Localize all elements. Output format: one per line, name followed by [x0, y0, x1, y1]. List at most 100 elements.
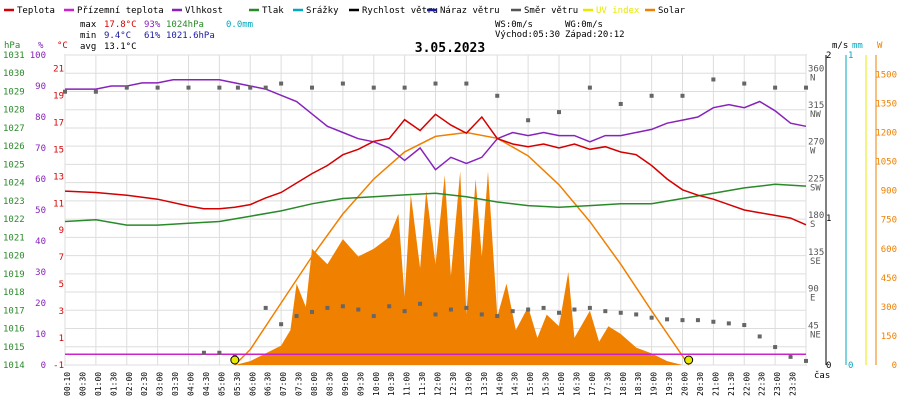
wind-dir-point: [649, 315, 654, 320]
w-tick: 0: [892, 361, 897, 371]
c-tick: 7: [59, 253, 64, 263]
sunset-time: Západ:20:12: [565, 30, 625, 40]
legend-label: Přízemní teplota: [77, 6, 164, 16]
legend-label: Rychlost větru: [362, 6, 438, 16]
pct-tick: 30: [35, 268, 46, 278]
wind-dir-point: [711, 319, 716, 324]
wind-dir-point: [572, 307, 577, 312]
wind-dir-point: [433, 81, 438, 86]
wind-dir-point: [371, 314, 376, 319]
pct-tick: 100: [30, 51, 46, 61]
c-tick: 11: [53, 199, 64, 209]
wind-dir-point: [495, 93, 500, 98]
legend-label: Solar: [658, 6, 686, 16]
x-tick: 20:00: [681, 372, 690, 396]
wind-dir-point: [124, 85, 129, 90]
x-tick: 14:00: [495, 372, 504, 396]
dir-label: NW: [810, 110, 821, 120]
pct-tick: 40: [35, 237, 46, 247]
wind-dir-point: [526, 118, 531, 123]
dir-tick: 90: [808, 285, 819, 295]
x-tick: 09:30: [356, 372, 365, 396]
x-tick: 11:30: [418, 372, 427, 396]
wind-dir-point: [248, 85, 253, 90]
x-tick: 21:30: [727, 372, 736, 396]
wind-dir-point: [186, 85, 191, 90]
hpa-tick: 1021: [3, 233, 25, 243]
wind-ws: WS:0m/s: [495, 20, 533, 30]
c-tick: 17: [53, 118, 64, 128]
hpa-tick: 1030: [3, 69, 25, 79]
wind-dir-point: [526, 307, 531, 312]
wind-dir-point: [541, 305, 546, 310]
x-tick: 03:00: [156, 372, 165, 396]
pressure-line: [64, 183, 807, 226]
x-tick: 19:30: [665, 372, 674, 396]
wind-dir-point: [788, 354, 793, 359]
ms-tick: 1: [826, 214, 831, 224]
x-tick: 21:00: [711, 372, 720, 396]
wind-dir-point: [804, 85, 808, 90]
w-tick: 300: [881, 303, 897, 313]
hpa-tick: 1015: [3, 343, 25, 353]
wind-dir-point: [340, 304, 345, 309]
wind-dir-point: [618, 310, 623, 315]
hpa-tick: 1016: [3, 325, 25, 335]
x-tick: 02:30: [140, 372, 149, 396]
wind-dir-point: [773, 85, 778, 90]
wind-dir-point: [680, 93, 685, 98]
dir-label: W: [810, 147, 816, 157]
mm-tick: 0: [848, 361, 853, 371]
x-tick: 16:00: [557, 372, 566, 396]
stat-min-hum: 61%: [144, 31, 161, 41]
legend-label: Náraz větru: [440, 6, 500, 16]
wind-dir-point: [155, 85, 160, 90]
x-tick: 09:00: [341, 372, 350, 396]
stat-min-label: min: [80, 31, 96, 41]
x-tick: 12:00: [434, 372, 443, 396]
wind-dir-point: [742, 323, 747, 328]
x-tick: 20:30: [696, 372, 705, 396]
wind-dir-point: [418, 301, 423, 306]
x-tick: 03:30: [171, 372, 180, 396]
c-tick: 9: [59, 226, 64, 236]
wind-wg: WG:0m/s: [565, 20, 603, 30]
pct-tick: 90: [35, 82, 46, 92]
c-tick: 5: [59, 280, 64, 290]
wind-dir-point: [433, 312, 438, 317]
w-tick: 450: [881, 274, 897, 284]
legend-label: Směr větru: [524, 6, 578, 16]
wind-info: WS:0m/s WG:0m/s Východ:05:30 Západ:20:12: [495, 20, 625, 40]
stat-avg-label: avg: [80, 42, 96, 52]
wind-dir-point: [634, 312, 639, 317]
x-tick: 23:00: [773, 372, 782, 396]
w-tick: 600: [881, 245, 897, 255]
wind-dir-point: [294, 314, 299, 319]
wind-dir-point: [742, 81, 747, 86]
x-tick: 06:30: [264, 372, 273, 396]
wind-dir-point: [310, 309, 314, 314]
x-tick: 13:30: [480, 372, 489, 396]
pct-tick: 10: [35, 330, 46, 340]
x-tick: 16:30: [572, 372, 581, 396]
c-tick: 19: [53, 91, 64, 101]
c-tick: 1: [59, 334, 64, 344]
hpa-tick: 1017: [3, 306, 25, 316]
ms-tick: 2: [826, 51, 831, 61]
legend: Teplota Přízemní teplota Vlhkost Tlak Srážky…: [4, 6, 686, 16]
wind-dir-point: [557, 110, 561, 115]
wind-dir-point: [680, 318, 685, 323]
solar-area: [234, 171, 683, 365]
x-tick: 06:00: [248, 372, 257, 396]
wind-dir-point: [201, 350, 206, 355]
wind-dir-point: [63, 89, 67, 94]
pct-tick: 70: [35, 144, 46, 154]
dir-tick: 315: [808, 101, 824, 111]
wind-dir-point: [402, 309, 407, 314]
x-tick: 07:00: [279, 372, 288, 396]
x-tick: 18:00: [619, 372, 628, 396]
pct-unit: %: [38, 41, 44, 51]
wind-dir-point: [464, 81, 469, 86]
wind-dir-point: [279, 322, 284, 327]
x-tick: 13:00: [464, 372, 473, 396]
